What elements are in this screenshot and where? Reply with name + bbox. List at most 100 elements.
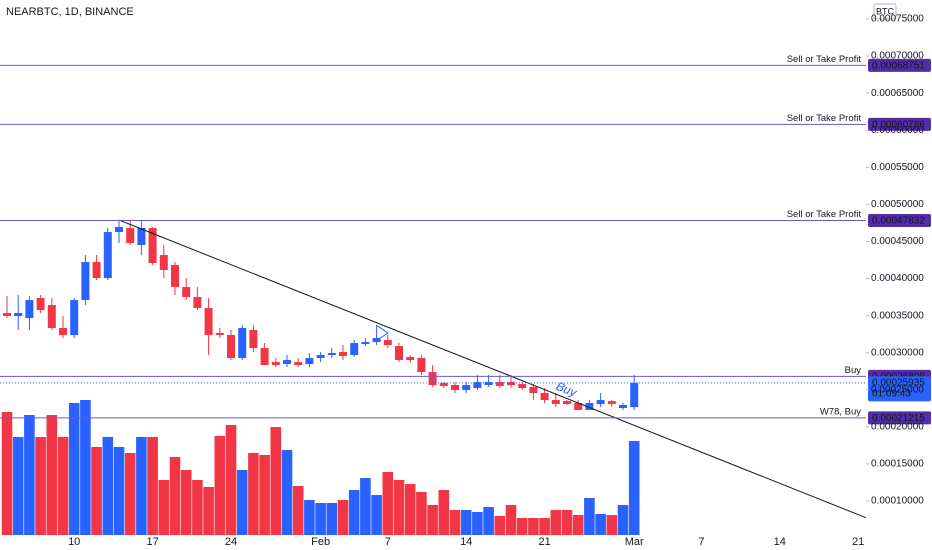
volume-bar [516, 518, 528, 535]
x-tick-label: 14 [460, 536, 472, 548]
candle-body [428, 372, 437, 386]
candle-body [305, 358, 314, 365]
volume-bar [494, 516, 506, 535]
current-price-box [868, 376, 931, 402]
level-label: Buy [845, 365, 862, 376]
candle-body [495, 382, 504, 387]
volume-bar [561, 510, 573, 535]
volume-bar [12, 437, 24, 535]
level-price-box [868, 58, 931, 72]
candle-body [137, 228, 146, 246]
candle-body [238, 328, 247, 359]
candle-body [339, 352, 347, 357]
x-tick-label: 24 [225, 536, 237, 548]
volume-bar [483, 507, 494, 535]
volume-bar [270, 427, 282, 535]
y-tick-label: 0.00070000 [871, 51, 924, 62]
candle-body [451, 385, 459, 391]
volume-bar [505, 505, 517, 535]
volume-bar [225, 425, 237, 535]
volume-bar [113, 447, 125, 535]
x-tick-label: Mar [625, 536, 644, 548]
candle-body [115, 227, 123, 233]
y-tick-label: 0.00055000 [871, 162, 924, 173]
volume-bar [337, 500, 349, 535]
candle-body [350, 343, 359, 356]
currency-box[interactable] [873, 3, 897, 20]
candle-body [551, 400, 560, 405]
volume-bar [550, 510, 562, 535]
y-tick-label: 0.00050000 [871, 199, 924, 210]
overlay-layer: Sell or Take Profit 0.00068751 Sell or Tak… [0, 54, 931, 519]
y-tick-label: 0.00060000 [871, 125, 924, 136]
candle-body [182, 287, 191, 298]
y-tick-label: 0.00020000 [871, 422, 924, 433]
volume-bar [158, 480, 170, 535]
x-tick-label: 10 [68, 536, 80, 548]
volume-bar [326, 503, 338, 535]
volume-bar [304, 500, 315, 535]
volume-bar [393, 480, 405, 535]
candle-body [327, 353, 336, 356]
volume-bar [236, 470, 248, 535]
volume-bar [572, 515, 584, 535]
level-price-box [868, 117, 931, 131]
candle-body [630, 382, 639, 408]
candle-body [47, 305, 56, 329]
candle-body [473, 382, 482, 389]
volume-bar [292, 486, 304, 535]
volume-bar [259, 455, 270, 535]
y-tick-label: 0.00035000 [871, 310, 924, 321]
volume-bar [46, 415, 58, 535]
volume-bar [203, 487, 214, 535]
candle-body [249, 330, 258, 349]
level-label: Sell or Take Profit [787, 113, 862, 124]
y-tick-label: 0.00045000 [871, 236, 924, 247]
volume-bar [438, 490, 450, 535]
volume-bar [102, 437, 114, 535]
candle-body [316, 355, 325, 359]
volume-bar [136, 437, 147, 535]
y-tick-label: 0.00030000 [871, 347, 924, 358]
candle-body [204, 308, 213, 336]
price-layer [3, 220, 639, 411]
volume-bar [449, 510, 461, 535]
x-tick-label: 21 [852, 536, 864, 548]
volume-bar [214, 436, 226, 535]
y-tick-label: 0.00015000 [871, 459, 924, 470]
candle-body [126, 228, 135, 244]
level-price-box [868, 411, 931, 425]
volume-bar [169, 457, 181, 535]
volume-bar [281, 450, 293, 535]
candle-body [518, 384, 527, 389]
volume-bar [348, 490, 360, 535]
volume-bar [124, 453, 136, 535]
volume-bar [584, 498, 595, 535]
volume-bar [539, 518, 550, 535]
candle-body [574, 403, 583, 411]
y-tick-label: 0.00025000 [871, 384, 924, 395]
candle-body [563, 401, 571, 405]
volume-bar [360, 478, 371, 535]
candle-body [607, 401, 616, 405]
y-tick-label: 0.00040000 [871, 273, 924, 284]
candle-body [484, 382, 493, 386]
trend-line [118, 219, 867, 519]
volume-bar [404, 484, 416, 535]
candle-body [361, 342, 370, 345]
x-tick-label: Feb [311, 536, 330, 548]
volume-bar [416, 492, 427, 535]
candle-body [25, 300, 34, 319]
candle-body [507, 382, 515, 386]
candle-body [193, 297, 202, 309]
candle-body [92, 262, 101, 279]
volume-bar [460, 510, 472, 535]
volume-bar [606, 515, 618, 535]
volume-bar [24, 415, 35, 535]
currency-label: BTC [876, 6, 895, 16]
level-price-label: 0.00021215 [872, 413, 925, 424]
volume-bar [147, 437, 158, 535]
candle-body [283, 360, 291, 365]
